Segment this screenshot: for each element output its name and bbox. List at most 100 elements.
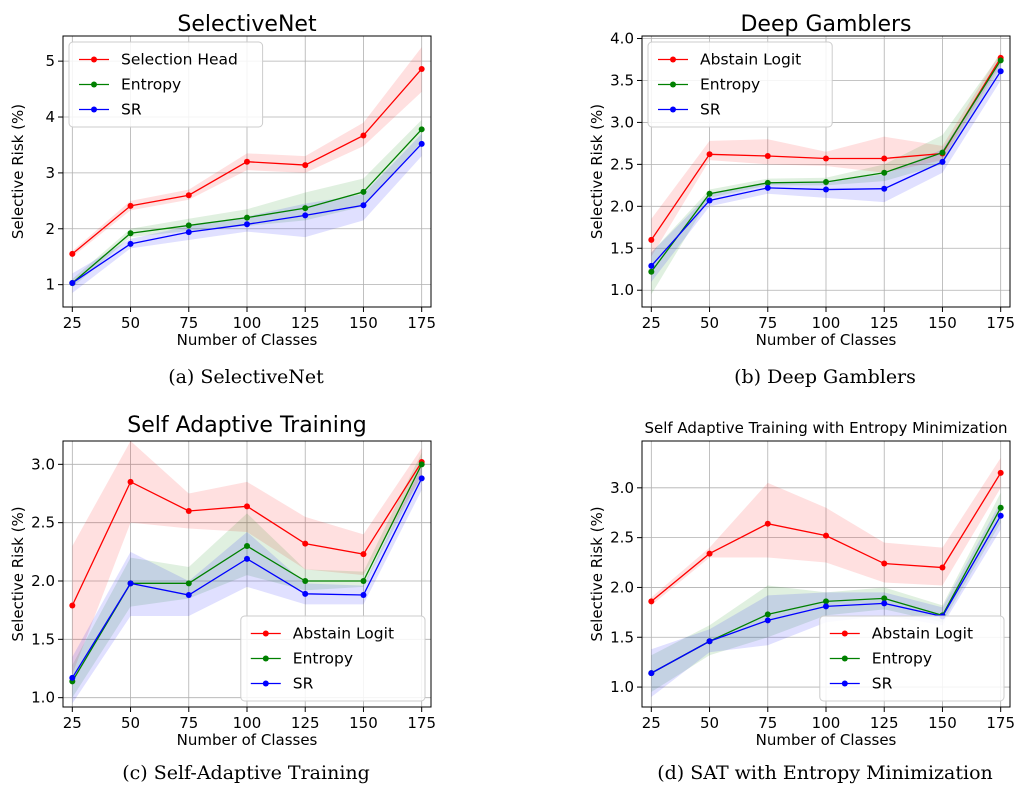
data-point — [648, 670, 655, 677]
x-tick-label: 50 — [700, 314, 719, 332]
data-point — [706, 190, 713, 197]
data-point — [127, 230, 134, 237]
data-point — [823, 186, 829, 193]
confidence-band-0 — [651, 457, 1001, 606]
x-axis-label: Number of Classes — [756, 731, 897, 749]
data-point — [997, 469, 1004, 476]
data-point — [185, 580, 192, 587]
y-tick-label: 3.0 — [31, 455, 55, 473]
data-point — [648, 598, 655, 605]
legend-label: Entropy — [700, 76, 760, 94]
data-point — [764, 152, 771, 159]
y-tick-label: 1.5 — [610, 239, 634, 257]
legend-box — [819, 615, 1005, 702]
legend-marker — [262, 630, 269, 637]
chart-panel-3: 25 50 75 100 125 150 175 1.0 1.5 2.0 2.5 3.0 Self Ad… — [588, 419, 1015, 749]
data-point — [185, 229, 192, 236]
data-point — [997, 512, 1004, 519]
confidence-band-0 — [72, 47, 422, 257]
data-point — [185, 592, 192, 598]
data-point — [939, 158, 946, 165]
data-point — [360, 132, 367, 139]
legend-label: Entropy — [121, 76, 181, 94]
confidence-band-0 — [651, 51, 1001, 257]
legend-label: SR — [121, 101, 142, 119]
y-tick-label: 4.0 — [610, 30, 634, 48]
data-point — [360, 592, 367, 598]
data-point — [244, 214, 250, 221]
y-tick-label: 1 — [45, 276, 55, 294]
data-point — [823, 155, 829, 162]
x-tick-label: 50 — [121, 714, 140, 732]
data-point — [127, 202, 134, 209]
legend-marker — [670, 81, 676, 88]
data-point — [69, 279, 76, 286]
legend-label: SR — [872, 675, 893, 693]
data-point — [302, 162, 309, 169]
confidence-band-0 — [72, 441, 422, 675]
legend-marker — [91, 106, 97, 113]
legend-marker — [262, 655, 269, 662]
caption-a: (a) SelectiveNet — [168, 366, 324, 388]
confidence-band-2 — [72, 466, 422, 704]
data-point — [418, 65, 425, 72]
data-point — [881, 169, 888, 176]
y-tick-label: 3.5 — [610, 71, 634, 89]
x-tick-label: 25 — [63, 714, 82, 732]
legend-label: Abstain Logit — [872, 625, 973, 643]
legend-marker — [841, 680, 848, 687]
data-point — [764, 179, 771, 186]
x-tick-label: 125 — [291, 314, 320, 332]
legend: Abstain Logit Entropy SR — [819, 615, 1005, 702]
data-point — [302, 540, 309, 547]
data-point — [706, 550, 713, 557]
data-point — [185, 508, 192, 514]
chart-panel-0: 25 50 75 100 125 150 175 1 2 3 4 5 SelectiveNet Numbe… — [9, 12, 436, 349]
legend: Abstain Logit Entropy SR — [240, 615, 426, 702]
y-axis-label: Selective Risk (%) — [9, 506, 27, 641]
legend-label: Selection Head — [121, 51, 238, 69]
x-tick-label: 175 — [986, 314, 1015, 332]
data-point — [302, 205, 309, 212]
data-point — [418, 126, 425, 133]
x-tick-label: 175 — [986, 714, 1015, 732]
y-tick-label: 2.0 — [610, 197, 634, 215]
data-point — [648, 262, 655, 269]
y-tick-label: 2.5 — [610, 529, 634, 547]
x-tick-label: 125 — [291, 714, 320, 732]
data-point — [823, 178, 829, 185]
x-tick-label: 75 — [179, 314, 198, 332]
data-point — [418, 140, 425, 147]
confidence-band-1 — [72, 119, 422, 288]
x-tick-label: 100 — [812, 714, 841, 732]
legend-box — [647, 41, 833, 128]
data-point — [360, 188, 367, 195]
data-point — [302, 212, 309, 219]
caption-c: (c) Self-Adaptive Training — [122, 762, 370, 784]
legend-box — [240, 615, 426, 702]
x-tick-label: 50 — [700, 714, 719, 732]
y-tick-label: 2.5 — [31, 514, 55, 532]
chart-title: Deep Gamblers — [740, 12, 911, 37]
x-tick-label: 100 — [233, 314, 262, 332]
legend-marker — [670, 106, 676, 113]
legend-label: SR — [293, 675, 314, 693]
data-point — [706, 197, 713, 204]
x-axis-label: Number of Classes — [177, 331, 318, 349]
y-tick-label: 3.0 — [610, 479, 634, 497]
x-tick-label: 75 — [758, 314, 777, 332]
x-tick-label: 150 — [928, 714, 957, 732]
y-tick-label: 3.0 — [610, 113, 634, 131]
legend-marker — [91, 81, 97, 88]
legend-label: Entropy — [872, 650, 932, 668]
y-tick-label: 2.5 — [610, 155, 634, 173]
x-tick-label: 25 — [642, 314, 661, 332]
data-point — [997, 504, 1004, 511]
y-tick-label: 5 — [45, 52, 55, 70]
data-point — [244, 158, 250, 165]
y-tick-label: 1.5 — [31, 630, 55, 648]
x-tick-label: 175 — [407, 314, 436, 332]
x-tick-label: 150 — [349, 314, 378, 332]
data-point — [764, 611, 771, 618]
